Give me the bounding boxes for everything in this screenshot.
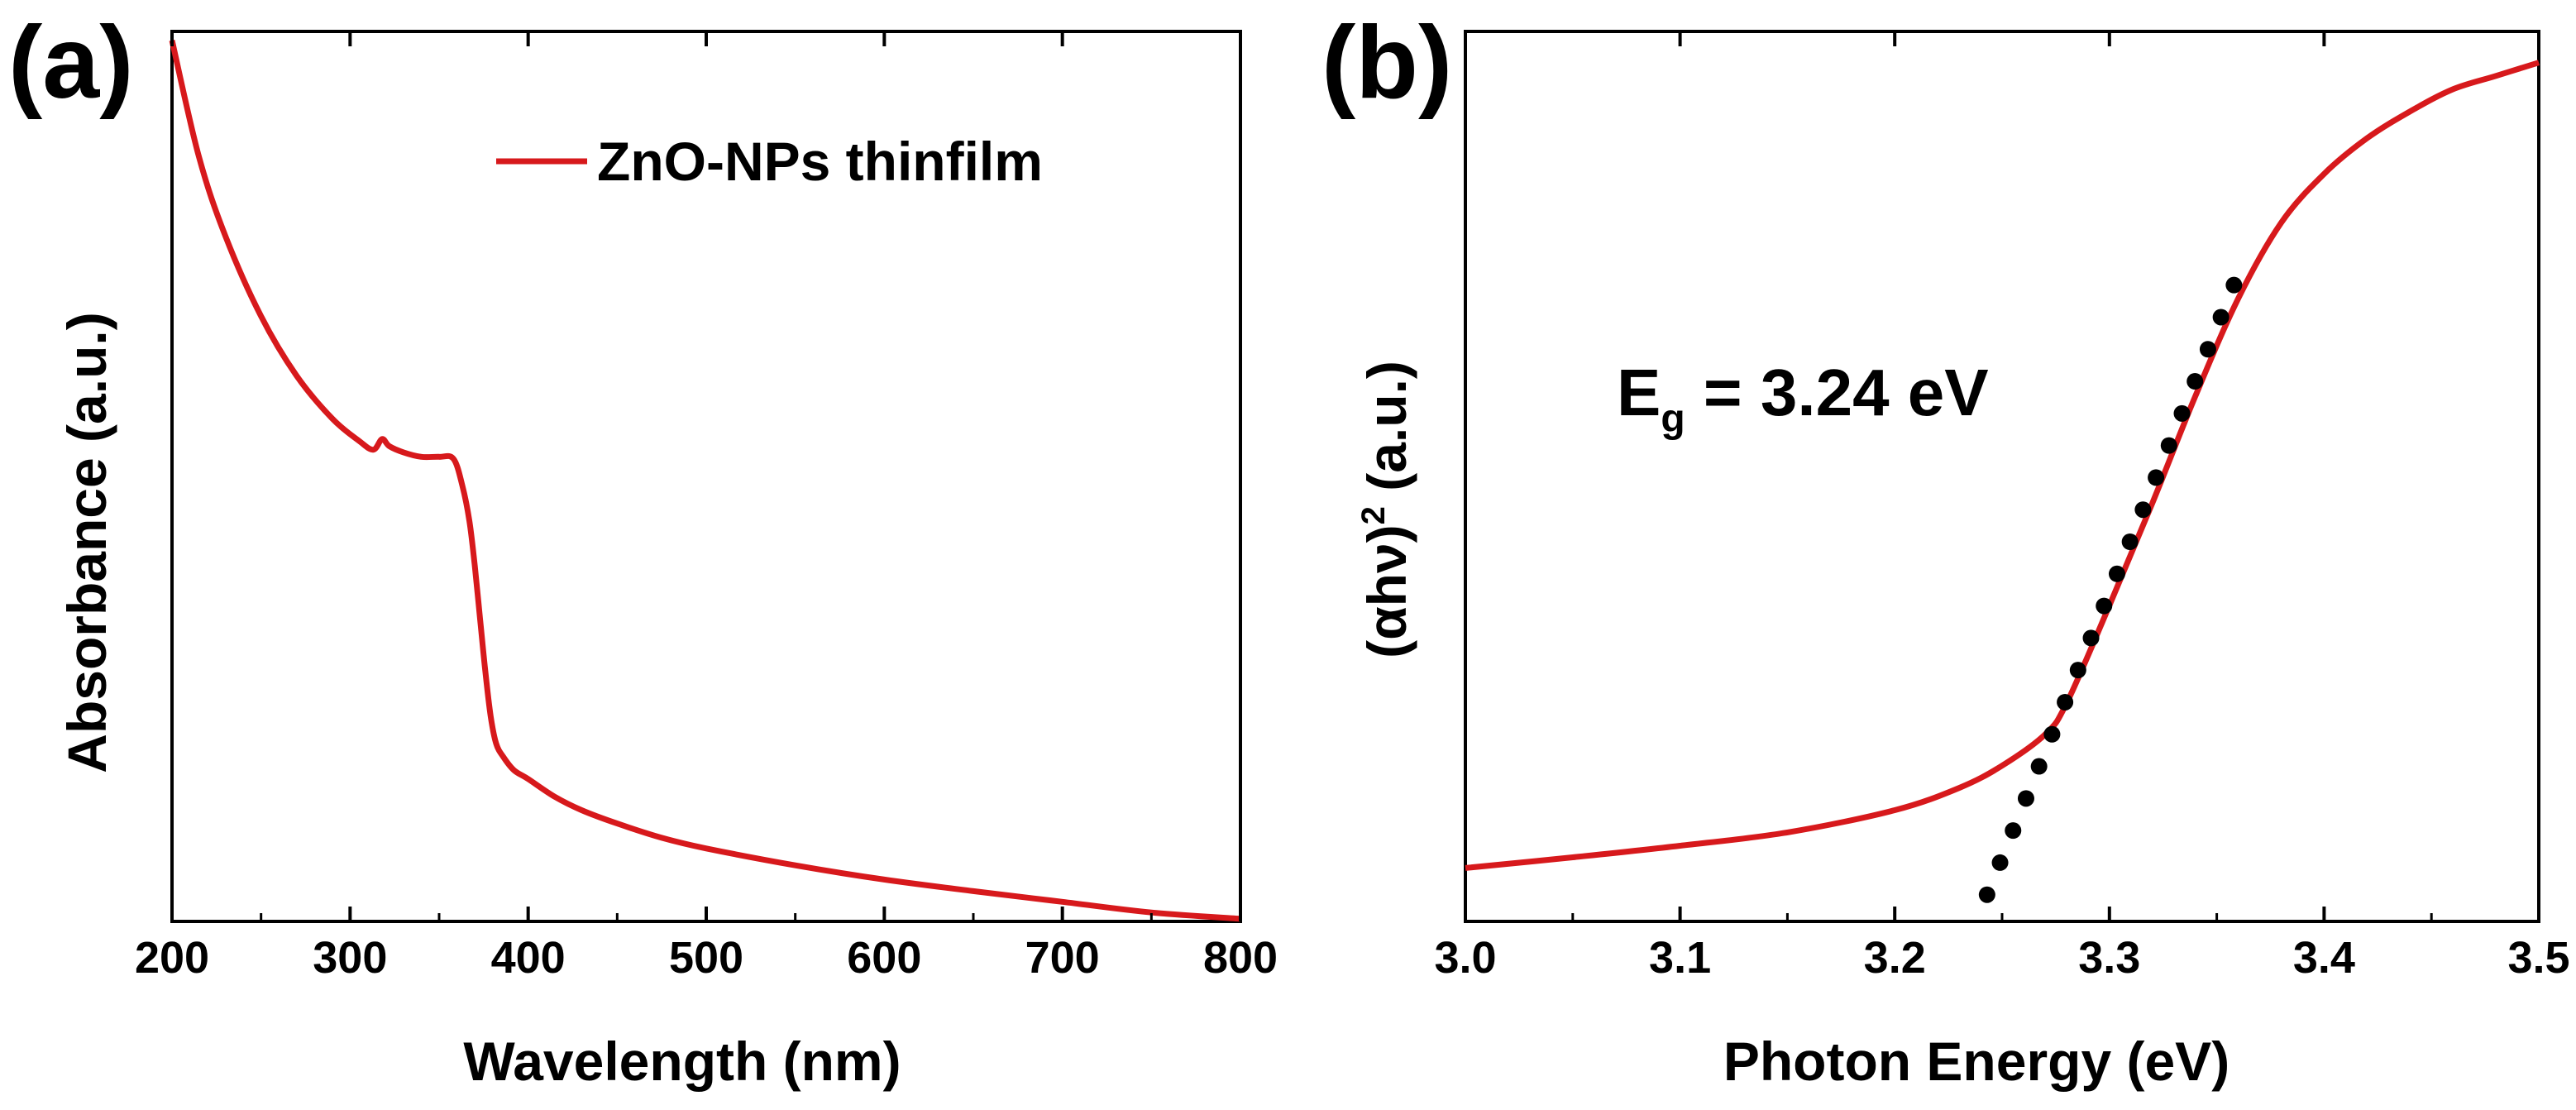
fit-dot [2160, 437, 2177, 454]
fit-dot [2030, 758, 2048, 775]
panel-a-label: (a) [8, 6, 134, 120]
fit-dot [2186, 373, 2204, 390]
panel-a-legend-label: ZnO-NPs thinfilm [597, 131, 1043, 192]
panel-b-x-tick-label: 3.0 [1434, 933, 1496, 983]
fit-dot [2096, 597, 2113, 615]
panel-a-x-tick-label: 300 [313, 933, 387, 983]
panel-a-x-axis-title: Wavelength (nm) [463, 1031, 901, 1092]
panel-a-x-tick-label: 600 [847, 933, 921, 983]
panel-b-x-tick-label: 3.3 [2078, 933, 2140, 983]
panel-a-x-tick-label: 700 [1025, 933, 1100, 983]
y-title-suffix: (a.u.) [1356, 361, 1417, 506]
panel-a-x-tick-label: 200 [135, 933, 209, 983]
panel-a-x-tick-label: 800 [1203, 933, 1278, 983]
y-title-superscript: 2 [1355, 506, 1392, 524]
panel-a-x-tick-label: 500 [669, 933, 743, 983]
panel-b-y-axis-title: (αhν)2 (a.u.) [1355, 361, 1417, 658]
panel-b-x-tick-label: 3.5 [2507, 933, 2569, 983]
panel-b-label: (b) [1321, 6, 1452, 120]
fit-dot [2225, 276, 2243, 294]
fit-dot [2108, 565, 2125, 582]
fit-dot [2082, 629, 2100, 647]
panel-b-x-tick-label: 3.1 [1649, 933, 1711, 983]
annotation-main: E [1617, 356, 1661, 429]
panel-b-plot-area [1464, 30, 2540, 923]
fit-dot [2069, 662, 2086, 679]
fit-dot [2199, 341, 2216, 358]
fit-dot [1991, 854, 2009, 871]
fit-dot [2057, 693, 2074, 710]
panel-a-x-ticks: 200 300 400 500 600 700 800 [135, 31, 1278, 983]
panel-b: (b) 3.0 3.1 3.2 3.3 3.4 3.5 Eg = 3.24 eV Phot… [1321, 6, 2570, 1092]
panel-b-bandgap-annotation: Eg = 3.24 eV [1617, 356, 1989, 441]
y-title-prefix: (αhν) [1356, 524, 1417, 658]
fit-dot [1978, 886, 1995, 903]
fit-dot [2005, 822, 2022, 840]
annotation-subscript: g [1661, 397, 1685, 441]
fit-dot [2173, 404, 2191, 422]
panel-a-x-tick-label: 400 [491, 933, 566, 983]
fit-dot [2148, 469, 2165, 486]
fit-dot [2134, 501, 2152, 519]
fit-dot [2043, 725, 2061, 743]
panel-b-frame [1464, 30, 2540, 923]
panel-b-x-axis-title: Photon Energy (eV) [1723, 1031, 2230, 1092]
fit-dot [2121, 533, 2139, 551]
fit-dot [2017, 790, 2034, 807]
panel-b-x-tick-label: 3.4 [2293, 933, 2355, 983]
panel-b-x-axis-title-text: Photon Energy (eV) [1723, 1031, 2230, 1092]
panel-b-linear-fit [1978, 276, 2243, 903]
panel-a-absorbance-curve [169, 40, 1241, 922]
panel-b-tauc-curve [1465, 60, 2540, 871]
panel-b-x-tick-label: 3.2 [1864, 933, 1926, 983]
panel-a: (a) 200 300 400 500 600 700 800 ZnO-NPs thinfi… [8, 6, 1278, 1092]
panel-a-y-axis-title: Absorbance (a.u.) [56, 312, 117, 773]
panel-b-x-ticks: 3.0 3.1 3.2 3.3 3.4 3.5 [1434, 31, 2570, 983]
fit-dot [2212, 309, 2230, 326]
annotation-value: = 3.24 eV [1685, 356, 1989, 429]
